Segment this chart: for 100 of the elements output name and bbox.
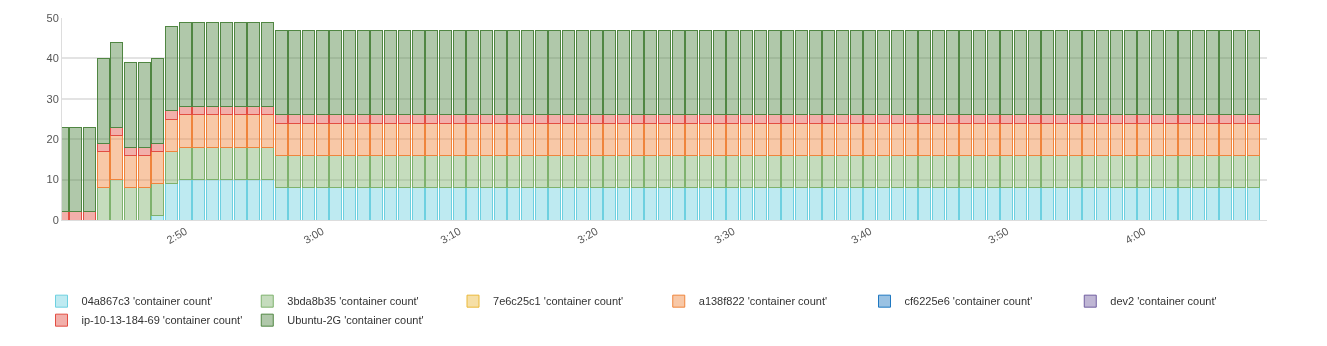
bar <box>466 187 480 220</box>
bar <box>151 150 165 185</box>
bar <box>1082 154 1096 189</box>
bar <box>644 187 658 220</box>
bar <box>1000 154 1014 189</box>
bar <box>781 114 795 124</box>
y-tick-label: 20 <box>46 133 59 146</box>
bar <box>863 154 877 189</box>
bar <box>658 187 672 220</box>
bar <box>96 187 110 220</box>
bar <box>219 179 233 220</box>
x-tick-label: 2:50 <box>164 224 189 246</box>
bar <box>124 61 138 148</box>
bar <box>1027 122 1041 156</box>
bar <box>247 146 261 181</box>
bar <box>425 114 439 124</box>
bar <box>603 154 617 189</box>
bar <box>425 154 439 189</box>
bar <box>329 29 343 116</box>
bar <box>959 114 973 124</box>
bar <box>343 114 357 124</box>
bar <box>1096 29 1110 116</box>
bar <box>96 150 110 189</box>
bar <box>480 187 494 220</box>
bar <box>1068 114 1082 124</box>
bar <box>699 114 713 124</box>
bar <box>904 122 918 156</box>
bar <box>959 122 973 156</box>
bar <box>493 29 507 116</box>
bar <box>863 114 877 124</box>
bar <box>1192 114 1206 124</box>
bar <box>137 146 151 156</box>
bar <box>931 154 945 189</box>
bar <box>534 122 548 156</box>
bar <box>849 29 863 116</box>
x-tick-label: 3:10 <box>438 224 463 246</box>
bar <box>288 114 302 124</box>
legend-label: 7e6c25c1 'container count' <box>493 295 624 308</box>
bar <box>370 114 384 124</box>
bar <box>794 29 808 116</box>
bar <box>411 187 425 220</box>
bar <box>192 179 206 220</box>
bar <box>343 29 357 116</box>
bar <box>808 114 822 124</box>
bar <box>877 122 891 156</box>
bar <box>1068 154 1082 189</box>
bar <box>699 154 713 189</box>
bar <box>233 146 247 181</box>
bar <box>178 21 192 108</box>
bar <box>411 154 425 189</box>
bar <box>192 106 206 116</box>
bar <box>1014 114 1028 124</box>
bar <box>96 142 110 152</box>
bar <box>562 187 576 220</box>
bar <box>219 21 233 108</box>
bar <box>794 154 808 189</box>
bar <box>972 114 986 124</box>
bar <box>1068 122 1082 156</box>
bar <box>438 29 452 116</box>
bar <box>835 122 849 156</box>
bar <box>480 114 494 124</box>
bar <box>562 154 576 189</box>
bar <box>247 179 261 220</box>
bar <box>192 146 206 181</box>
bar <box>658 29 672 116</box>
bar <box>397 29 411 116</box>
bar <box>165 25 179 112</box>
bar <box>685 29 699 116</box>
bar <box>124 154 138 189</box>
bar <box>726 29 740 116</box>
bar <box>1068 29 1082 116</box>
bar <box>274 187 288 220</box>
bar <box>466 154 480 189</box>
bar <box>452 122 466 156</box>
y-tick-label: 50 <box>46 11 59 24</box>
bar <box>630 29 644 116</box>
bar <box>890 122 904 156</box>
bar <box>1096 187 1110 220</box>
bar <box>589 154 603 189</box>
bar <box>397 114 411 124</box>
bar <box>918 114 932 124</box>
bar <box>685 114 699 124</box>
bar <box>124 187 138 220</box>
y-tick-label: 0 <box>52 213 59 226</box>
bar <box>849 114 863 124</box>
bar <box>1027 29 1041 116</box>
x-tick-label: 3:50 <box>986 224 1011 246</box>
bar <box>493 114 507 124</box>
bar <box>1137 29 1151 116</box>
bar <box>219 146 233 181</box>
bar <box>863 187 877 220</box>
bar <box>1150 29 1164 116</box>
bar <box>904 29 918 116</box>
bar <box>548 122 562 156</box>
bar <box>904 154 918 189</box>
bar <box>1055 154 1069 189</box>
bar <box>247 106 261 116</box>
bar <box>699 29 713 116</box>
bar <box>1164 187 1178 220</box>
bar <box>1178 114 1192 124</box>
